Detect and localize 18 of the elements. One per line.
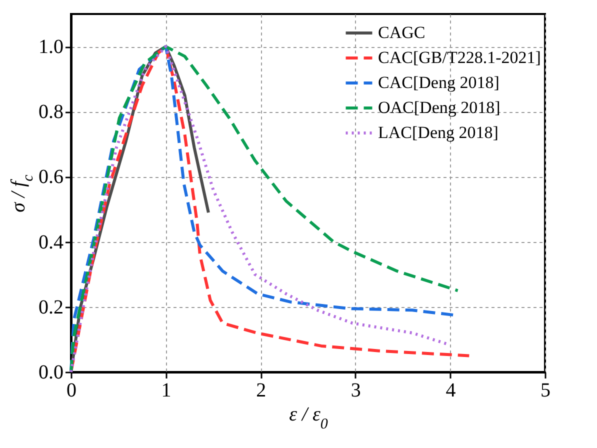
legend-label: CAC[GB/T228.1-2021] bbox=[378, 48, 541, 67]
y-tick-label: 0.6 bbox=[38, 166, 64, 188]
x-tick-label: 3 bbox=[350, 380, 361, 402]
x-tick-label: 1 bbox=[161, 380, 172, 402]
legend-label: OAC[Deng 2018] bbox=[378, 98, 500, 117]
y-tick-label: 0.2 bbox=[38, 296, 64, 318]
legend-label: CAC[Deng 2018] bbox=[378, 73, 500, 92]
legend-label: CAGC bbox=[378, 23, 426, 42]
y-tick-label: 0.4 bbox=[38, 231, 64, 254]
x-axis-title: ε / ε$_{0}$ bbox=[289, 404, 328, 432]
x-tick-label: 4 bbox=[446, 380, 456, 402]
x-tick-label: 2 bbox=[256, 380, 266, 402]
x-tick-label: 5 bbox=[540, 380, 550, 402]
x-tick-label: 0 bbox=[66, 380, 76, 402]
y-tick-label: 0.8 bbox=[38, 101, 64, 124]
legend-label: LAC[Deng 2018] bbox=[378, 123, 498, 142]
y-tick-label: 1.0 bbox=[38, 36, 64, 58]
y-tick-label: 0.0 bbox=[38, 362, 64, 384]
